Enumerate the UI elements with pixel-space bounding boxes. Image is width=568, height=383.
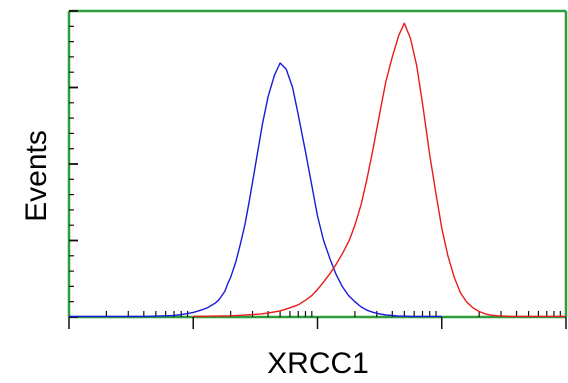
series-1-line <box>69 62 442 318</box>
y-axis-label: Events <box>20 130 53 222</box>
series-2-line <box>193 22 566 318</box>
x-axis-label: XRCC1 <box>267 347 369 380</box>
series-layer <box>69 22 566 318</box>
